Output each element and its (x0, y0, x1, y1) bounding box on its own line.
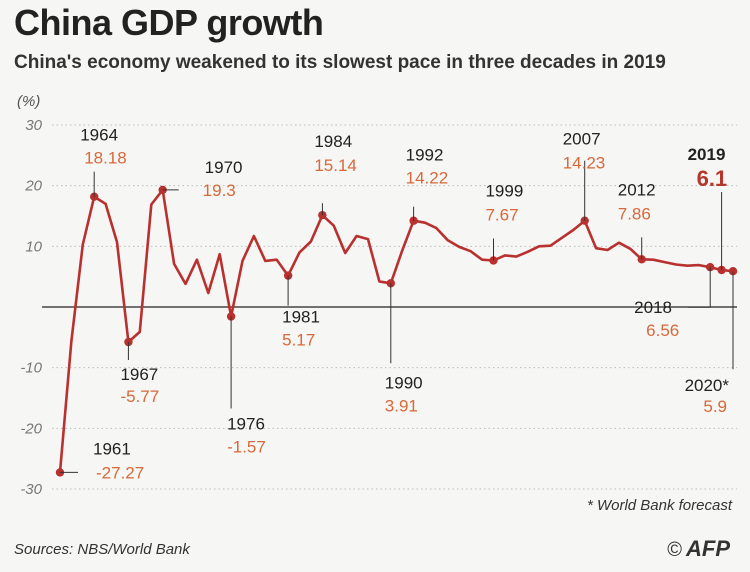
leader-line-2018 (688, 267, 711, 308)
annotation-value-1984: 15.14 (314, 156, 357, 175)
annotation-year-1984: 1984 (314, 132, 352, 151)
chart-subtitle: China's economy weakened to its slowest … (14, 52, 666, 73)
annotation-value-2012: 7.86 (618, 204, 651, 223)
chart-title: China GDP growth (14, 2, 324, 43)
y-tick-label: 30 (25, 117, 42, 134)
annotation-value-1964: 18.18 (84, 149, 127, 168)
annotation-value-1967: -5.77 (120, 387, 159, 406)
annotation-value-1961: -27.27 (96, 463, 144, 482)
annotation-value-2018: 6.56 (646, 321, 679, 340)
data-point-2012 (637, 255, 646, 264)
data-point-1970 (158, 185, 167, 195)
y-tick-label: -20 (20, 420, 42, 437)
annotation-year-2012: 2012 (618, 180, 656, 199)
data-point-1990 (386, 279, 395, 288)
data-point-1992 (409, 216, 418, 225)
y-tick-label: 10 (25, 238, 42, 255)
annotation-value-1970: 19.3 (203, 181, 236, 200)
y-tick-label: -10 (20, 360, 42, 377)
afp-credit: © AFP (667, 536, 730, 562)
annotation-year-1976: 1976 (227, 415, 265, 434)
annotation-year-1964: 1964 (80, 126, 118, 145)
source-note: Sources: NBS/World Bank (14, 541, 190, 558)
annotation-year-2018: 2018 (634, 298, 672, 317)
annotation-year-1961: 1961 (93, 439, 131, 458)
y-tick-label: 20 (24, 178, 42, 195)
forecast-footnote: * World Bank forecast (586, 497, 732, 514)
y-tick-label: -30 (20, 481, 42, 498)
annotation-year-1992: 1992 (406, 146, 444, 165)
annotation-value-1981: 5.17 (282, 331, 315, 350)
gdp-growth-line (58, 188, 734, 473)
annotation-year-2007: 2007 (563, 130, 601, 149)
annotation-year-1990: 1990 (385, 373, 423, 392)
y-axis-label: (%) (17, 93, 40, 110)
annotation-year-1967: 1967 (120, 365, 158, 384)
annotation-value-2020: 5.9 (703, 397, 727, 416)
annotation-year-2019: 2019 (688, 145, 726, 164)
annotation-year-1999: 1999 (485, 181, 523, 200)
afp-logo: AFP (686, 536, 730, 561)
annotation-year-1970: 1970 (205, 158, 243, 177)
data-point-1964 (90, 192, 99, 201)
annotation-value-1999: 7.67 (485, 205, 518, 224)
annotation-year-2020: 2020* (685, 376, 730, 395)
copyright-icon: © (667, 539, 682, 561)
annotation-value-1990: 3.91 (385, 396, 418, 415)
annotation-value-1976: -1.57 (227, 438, 266, 457)
annotation-year-1981: 1981 (282, 308, 320, 327)
annotation-value-2007: 14.23 (563, 154, 606, 173)
annotation-value-2019: 6.1 (697, 166, 728, 191)
annotation-value-1992: 14.22 (406, 169, 449, 188)
